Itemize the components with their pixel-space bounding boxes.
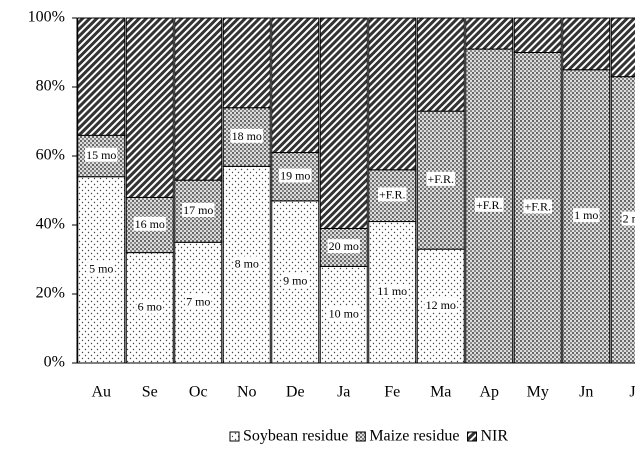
label-background [573, 208, 600, 223]
x-tick-label: Au [91, 384, 111, 401]
segment-label: 9 mo [283, 274, 307, 288]
legend-label: NIR [481, 428, 509, 445]
label-background [133, 216, 166, 231]
label-background [233, 256, 260, 271]
label-background [523, 199, 552, 214]
label-background [85, 147, 118, 162]
y-tick-label: 20% [36, 285, 65, 302]
y-tick-label: 80% [36, 78, 65, 95]
bar-segment [465, 17, 514, 50]
segment-label: 10 mo [329, 306, 359, 320]
legend-swatch [229, 431, 240, 442]
label-background [327, 306, 360, 321]
label-background [279, 168, 312, 183]
bar-segment [77, 17, 126, 136]
label-background [475, 197, 504, 212]
y-tick-label: 60% [36, 147, 65, 164]
legend-label: Maize residue [369, 428, 459, 445]
segment-label: 6 mo [138, 300, 162, 314]
segment-label: 7 mo [186, 294, 210, 308]
label-background [230, 128, 263, 143]
bar-segment [610, 17, 635, 78]
x-tick-label: Fe [384, 384, 400, 401]
segment-label: 8 mo [235, 256, 259, 270]
bar-segment [368, 17, 417, 171]
segment-label: 16 mo [135, 217, 165, 231]
bar-segment [174, 17, 223, 181]
x-tick-label: Ma [430, 384, 451, 401]
segment-label: 20 mo [329, 239, 359, 253]
segment-label: 12 mo [426, 298, 456, 312]
label-background [136, 299, 163, 314]
y-tick-label: 0% [44, 354, 65, 371]
y-tick-label: 40% [36, 216, 65, 233]
segment-label: 17 mo [183, 203, 213, 217]
segment-label: +F.R. [525, 200, 551, 214]
segment-label: 1 mo [574, 208, 598, 222]
x-tick-label: No [237, 384, 257, 401]
x-tick-label: Ja [337, 384, 350, 401]
legend: Soybean residue Maize residue NIR [229, 428, 509, 445]
label-background [185, 294, 212, 309]
segment-label: 5 mo [89, 262, 113, 276]
label-background [376, 284, 409, 299]
segment-label: 18 mo [232, 129, 262, 143]
bar-segment [222, 17, 271, 109]
x-tick-label: Jl [629, 384, 635, 401]
segment-label: 15 mo [86, 148, 116, 162]
label-background [282, 273, 309, 288]
y-tick-label: 100% [28, 9, 65, 26]
bar-segment [562, 17, 611, 71]
segment-label: +F.R. [476, 198, 502, 212]
legend-label: Soybean residue [243, 428, 348, 445]
x-tick-label: Ap [479, 384, 499, 401]
label-background [327, 239, 360, 254]
bar-segment [319, 17, 368, 229]
label-background [182, 202, 215, 217]
label-background [378, 187, 407, 202]
x-tick-label: Oc [189, 384, 208, 401]
x-tick-label: Se [142, 384, 158, 401]
bar-segment [368, 169, 417, 223]
x-tick-label: De [286, 384, 305, 401]
bar-segment [271, 17, 320, 154]
label-background [621, 211, 635, 226]
legend-swatch [355, 431, 366, 442]
label-background [424, 297, 457, 312]
x-tick-label: Jn [579, 384, 593, 401]
legend-swatch [467, 431, 477, 442]
segment-label: +F.R. [428, 172, 454, 186]
segment-label: 2 mo [623, 212, 635, 226]
segment-label: +F.R. [379, 187, 405, 201]
segment-label: 19 mo [280, 168, 310, 182]
bar-segment [513, 17, 562, 53]
bar-segment [125, 17, 174, 198]
x-tick-label: My [527, 384, 549, 401]
segment-label: 11 mo [377, 284, 407, 298]
label-background [88, 261, 115, 276]
label-background [426, 171, 455, 186]
bar-segment [416, 17, 465, 112]
